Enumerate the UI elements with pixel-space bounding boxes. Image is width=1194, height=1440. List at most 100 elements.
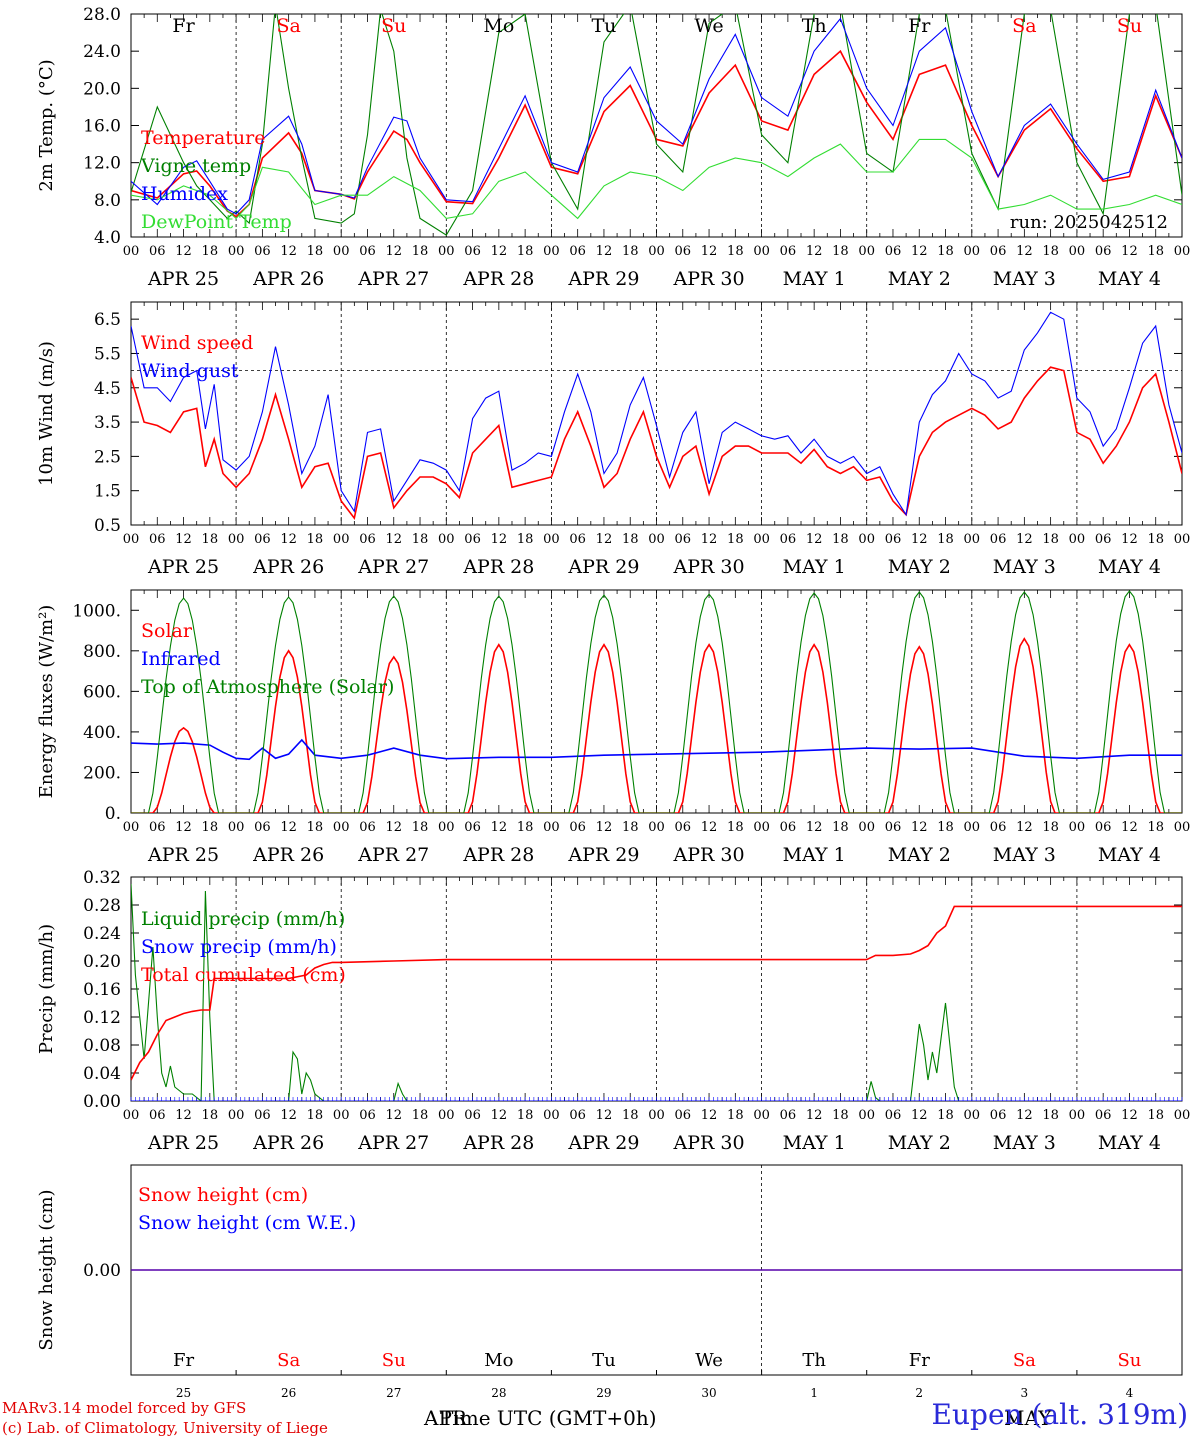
date-label: MAY 3 bbox=[993, 556, 1056, 578]
station-title: Eupen (alt. 319m) bbox=[931, 1398, 1188, 1431]
date-label: MAY 2 bbox=[888, 268, 951, 290]
hour-tick-label: 00 bbox=[753, 244, 770, 259]
y-tick-label: 400. bbox=[83, 723, 121, 743]
hour-tick-label: 12 bbox=[911, 820, 928, 835]
hour-tick-label: 06 bbox=[990, 532, 1007, 547]
hour-tick-label: 18 bbox=[307, 820, 324, 835]
hour-tick-label: 00 bbox=[648, 244, 665, 259]
hour-tick-label: 12 bbox=[596, 820, 613, 835]
hour-tick-label: 06 bbox=[990, 244, 1007, 259]
hour-tick-label: 06 bbox=[780, 1108, 797, 1123]
hour-tick-label: 12 bbox=[596, 244, 613, 259]
legend-label: Solar bbox=[141, 620, 193, 642]
hour-tick-label: 00 bbox=[333, 244, 350, 259]
y-tick-label: 0.24 bbox=[83, 924, 121, 944]
hour-tick-label: 06 bbox=[1095, 820, 1112, 835]
y-tick-label: 200. bbox=[83, 763, 121, 783]
hour-tick-label: 12 bbox=[280, 244, 297, 259]
date-label: APR 25 bbox=[147, 268, 219, 290]
day-number-label: 27 bbox=[386, 1386, 401, 1400]
y-tick-label: 0.08 bbox=[83, 1036, 121, 1056]
legend-label: Vigne temp bbox=[140, 155, 251, 177]
hour-tick-label: 18 bbox=[202, 820, 219, 835]
hour-tick-label: 00 bbox=[964, 244, 981, 259]
hour-tick-label: 06 bbox=[885, 820, 902, 835]
hour-tick-label: 00 bbox=[228, 244, 245, 259]
hour-tick-label: 00 bbox=[1069, 244, 1086, 259]
hour-tick-label: 18 bbox=[412, 244, 429, 259]
hour-tick-label: 12 bbox=[175, 1108, 192, 1123]
hour-tick-label: 12 bbox=[1016, 820, 1033, 835]
plot-frame bbox=[130, 589, 1183, 814]
hour-tick-label: 00 bbox=[438, 244, 455, 259]
date-label: MAY 3 bbox=[993, 1132, 1056, 1154]
hour-tick-label: 06 bbox=[675, 820, 692, 835]
hour-tick-label: 06 bbox=[254, 532, 271, 547]
weekday-label: Mo bbox=[483, 15, 514, 37]
hour-tick-label: 18 bbox=[202, 1108, 219, 1123]
weekday-label: Tu bbox=[591, 15, 616, 37]
hour-tick-label: 18 bbox=[832, 532, 849, 547]
hour-tick-label: 00 bbox=[1069, 532, 1086, 547]
hour-tick-label: 12 bbox=[385, 532, 402, 547]
hour-tick-label: 06 bbox=[885, 244, 902, 259]
hour-tick-label: 12 bbox=[596, 532, 613, 547]
date-label: MAY 1 bbox=[783, 268, 846, 290]
date-label: APR 29 bbox=[567, 1132, 639, 1154]
hour-tick-label: 06 bbox=[569, 820, 586, 835]
hour-tick-label: 06 bbox=[569, 1108, 586, 1123]
date-label: MAY 2 bbox=[888, 556, 951, 578]
legend-label: Infrared bbox=[141, 648, 221, 670]
hour-tick-label: 06 bbox=[1095, 244, 1112, 259]
y-tick-label: 800. bbox=[83, 642, 121, 662]
hour-tick-label: 06 bbox=[780, 532, 797, 547]
series-group bbox=[131, 14, 1182, 236]
hour-tick-label: 12 bbox=[701, 244, 718, 259]
weekday-label: Mo bbox=[484, 1350, 513, 1371]
legend-label: Snow height (cm W.E.) bbox=[138, 1212, 356, 1234]
weekday-label: Su bbox=[382, 1350, 406, 1371]
hour-tick-label: 00 bbox=[1174, 244, 1191, 259]
hour-tick-label: 12 bbox=[911, 532, 928, 547]
hour-tick-label: 00 bbox=[543, 820, 560, 835]
legend-label: Snow precip (mm/h) bbox=[141, 936, 337, 958]
hour-tick-label: 18 bbox=[832, 1108, 849, 1123]
date-label: APR 25 bbox=[147, 556, 219, 578]
hour-tick-label: 12 bbox=[1121, 244, 1138, 259]
date-label: APR 27 bbox=[357, 268, 429, 290]
date-label: MAY 4 bbox=[1098, 1132, 1161, 1154]
hour-tick-label: 00 bbox=[753, 820, 770, 835]
hour-tick-label: 18 bbox=[1042, 244, 1059, 259]
hour-tick-label: 06 bbox=[359, 244, 376, 259]
day-number-label: 25 bbox=[176, 1386, 191, 1400]
hour-tick-label: 00 bbox=[228, 532, 245, 547]
hour-tick-label: 00 bbox=[1069, 1108, 1086, 1123]
hour-tick-label: 00 bbox=[648, 1108, 665, 1123]
hour-tick-label: 12 bbox=[806, 1108, 823, 1123]
hour-tick-label: 06 bbox=[780, 820, 797, 835]
hour-tick-label: 18 bbox=[307, 244, 324, 259]
weekday-label: Sa bbox=[277, 1350, 300, 1371]
hour-tick-label: 18 bbox=[1147, 820, 1164, 835]
hour-tick-label: 18 bbox=[1147, 1108, 1164, 1123]
series-line-wind-speed bbox=[131, 366, 1182, 520]
hour-tick-label: 06 bbox=[569, 244, 586, 259]
hour-tick-label: 18 bbox=[937, 820, 954, 835]
hour-tick-label: 00 bbox=[858, 1108, 875, 1123]
y-tick-label: 2.5 bbox=[94, 447, 121, 467]
credit-lab: (c) Lab. of Climatology, University of L… bbox=[2, 1419, 328, 1437]
date-label: APR 25 bbox=[147, 844, 219, 866]
panel-5: 0.00 Snow height (cm) Snow height (cm) Snow… bbox=[36, 1164, 1183, 1400]
hour-tick-label: 12 bbox=[1121, 1108, 1138, 1123]
hour-tick-label: 00 bbox=[964, 1108, 981, 1123]
date-label: APR 26 bbox=[252, 268, 324, 290]
y-tick-label: 12.0 bbox=[83, 154, 121, 174]
y-tick-label: 24.0 bbox=[83, 42, 121, 62]
legend-label: Wind gust bbox=[141, 360, 239, 382]
day-number-label: 28 bbox=[491, 1386, 506, 1400]
hour-tick-label: 12 bbox=[491, 820, 508, 835]
hour-tick-label: 00 bbox=[333, 532, 350, 547]
panel-1: 00 06 12 18 00 06 12 18 00 06 12 18 00 06 12 18 00 06 12 18… bbox=[36, 5, 1190, 290]
hour-tick-label: 18 bbox=[832, 244, 849, 259]
series-group bbox=[131, 590, 1182, 813]
